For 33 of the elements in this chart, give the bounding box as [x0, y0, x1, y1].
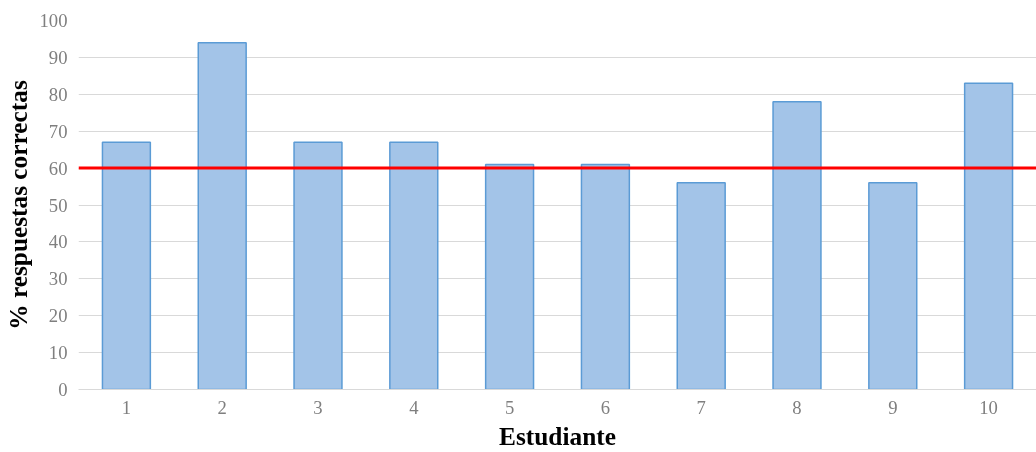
y-tick-label: 40	[48, 231, 68, 253]
bar	[197, 41, 247, 390]
x-tick-label: 2	[217, 396, 227, 418]
y-tick-label: 30	[48, 268, 68, 290]
y-tick-label: 10	[48, 342, 68, 364]
x-tick-label: 10	[979, 396, 998, 418]
x-tick-label: 3	[313, 396, 323, 418]
bar	[580, 163, 631, 390]
bar	[101, 141, 152, 390]
bar	[868, 182, 918, 390]
y-tick-label: 50	[48, 194, 68, 216]
y-tick-label: 80	[48, 83, 68, 105]
y-tick-label: 60	[48, 157, 68, 179]
y-tick-label: 100	[39, 10, 68, 31]
bar	[772, 100, 822, 390]
bar	[484, 163, 535, 390]
bar	[676, 182, 726, 390]
x-tick-label: 5	[504, 396, 515, 418]
bar	[293, 141, 343, 390]
x-tick-label: 8	[792, 396, 802, 418]
bar	[389, 141, 439, 390]
x-tick-label: 1	[121, 396, 132, 418]
x-tick-label: 7	[696, 396, 706, 418]
y-tick-label: 90	[48, 46, 68, 68]
x-axis-title: Estudiante	[499, 421, 616, 450]
y-tick-label: 70	[48, 120, 68, 142]
x-tick-label: 4	[409, 396, 420, 418]
y-tick-label: 20	[48, 305, 68, 327]
y-tick-label: 0	[58, 379, 68, 400]
x-tick-label: 6	[600, 396, 611, 418]
x-tick-label: 9	[888, 396, 898, 418]
bar	[963, 82, 1014, 390]
y-axis-title: % respuestas correctas	[3, 80, 32, 330]
